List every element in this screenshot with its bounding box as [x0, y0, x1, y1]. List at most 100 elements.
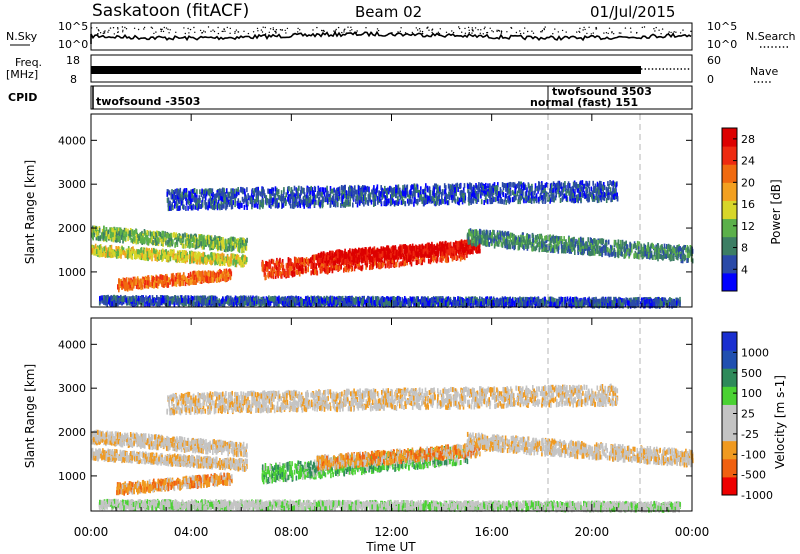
heatmap-cell: [274, 273, 277, 279]
heatmap-cell: [440, 254, 443, 260]
heatmap-cell: [145, 247, 148, 253]
heatmap-cell: [144, 280, 147, 285]
heatmap-cell: [501, 230, 504, 236]
heatmap-cell: [492, 229, 494, 235]
heatmap-cell: [338, 249, 340, 255]
heatmap-cell: [391, 253, 394, 259]
heatmap-cell: [638, 241, 641, 247]
heatmap-cell: [239, 237, 242, 243]
noise-dot: [421, 32, 424, 35]
heatmap-cell: [328, 256, 331, 262]
heatmap-cell: [638, 254, 640, 260]
heatmap-cell: [579, 236, 582, 242]
noise-dot: [461, 31, 463, 33]
noise-dot: [479, 32, 481, 34]
heatmap-cell: [152, 249, 154, 255]
noise-dot: [160, 30, 162, 33]
heatmap-cell: [171, 251, 173, 256]
noise-dot: [658, 29, 660, 31]
heatmap-cell: [277, 273, 279, 279]
heatmap-cell: [662, 247, 664, 253]
freq-left-tick-top: 18: [66, 54, 80, 67]
heatmap-cell: [124, 234, 127, 240]
heatmap-cell: [277, 260, 279, 266]
heatmap-cell: [488, 241, 491, 247]
heatmap-cell: [599, 238, 601, 244]
heatmap-cell: [344, 259, 346, 265]
heatmap-cell: [102, 235, 104, 241]
heatmap-cell: [232, 244, 234, 250]
heatmap-cell: [479, 238, 481, 244]
heatmap-cell: [124, 253, 127, 259]
heatmap-cell: [611, 251, 614, 257]
heatmap-cell: [169, 279, 171, 285]
heatmap-cell: [182, 278, 185, 284]
heatmap-cell: [541, 238, 544, 244]
heatmap-cell: [325, 254, 328, 260]
heatmap-cell: [229, 261, 232, 267]
heatmap-cell: [457, 244, 459, 250]
heatmap-cell: [532, 237, 535, 243]
heatmap-cell: [472, 249, 474, 255]
heatmap-cell: [217, 272, 220, 278]
heatmap-cell: [656, 245, 659, 251]
heatmap-cell: [556, 235, 558, 241]
heatmap-cell: [635, 245, 637, 251]
heatmap-cell: [619, 239, 622, 245]
heatmap-cell: [605, 242, 608, 248]
heatmap-cell: [349, 253, 351, 259]
heatmap-cell: [391, 258, 394, 263]
heatmap-cell: [228, 268, 231, 274]
heatmap-cell: [154, 233, 156, 239]
heatmap-cell: [224, 271, 227, 277]
heatmap-cell: [315, 255, 318, 261]
noise-dot: [458, 26, 460, 28]
heatmap-cell: [182, 237, 185, 243]
heatmap-cell: [560, 244, 563, 250]
noise-dot: [472, 29, 474, 31]
heatmap-cell: [503, 236, 506, 242]
heatmap-cell: [155, 276, 158, 282]
heatmap-cell: [150, 251, 152, 256]
heatmap-cell: [128, 253, 131, 259]
heatmap-cell: [195, 251, 197, 257]
heatmap-cell: [372, 247, 374, 253]
noise-dot: [97, 33, 99, 35]
heatmap-cell: [233, 257, 236, 263]
heatmap-cell: [581, 248, 584, 254]
heatmap-cell: [189, 250, 191, 256]
heatmap-cell: [356, 249, 358, 255]
heatmap-cell: [170, 273, 173, 279]
heatmap-cell: [183, 253, 186, 259]
heatmap-cell: [652, 244, 654, 249]
heatmap-cell: [650, 243, 653, 249]
heatmap-cell: [676, 246, 678, 252]
heatmap-cell: [201, 244, 204, 250]
heatmap-cell: [411, 250, 414, 256]
heatmap-cell: [203, 234, 205, 240]
heatmap-cell: [471, 229, 474, 235]
heatmap-cell: [556, 246, 558, 252]
heatmap-cell: [275, 271, 277, 276]
heatmap-cell: [313, 254, 316, 260]
heatmap-cell: [192, 242, 194, 248]
heatmap-cell: [146, 254, 148, 260]
heatmap-cell: [560, 236, 563, 241]
heatmap-cell: [130, 237, 133, 243]
heatmap-cell: [146, 239, 149, 245]
heatmap-cell: [221, 245, 223, 251]
heatmap-cell: [672, 246, 674, 252]
heatmap-cell: [634, 243, 636, 248]
heatmap-cell: [446, 255, 449, 261]
noise-dot: [133, 27, 136, 29]
heatmap-cell: [189, 271, 192, 277]
heatmap-cell: [345, 258, 347, 264]
heatmap-cell: [383, 258, 386, 264]
heatmap-cell: [423, 252, 426, 258]
noise-dot: [107, 31, 109, 33]
noise-dot: [334, 30, 337, 32]
heatmap-cell: [181, 280, 183, 286]
heatmap-cell: [368, 248, 371, 254]
freq-trace: [91, 66, 641, 74]
heatmap-cell: [193, 237, 195, 243]
